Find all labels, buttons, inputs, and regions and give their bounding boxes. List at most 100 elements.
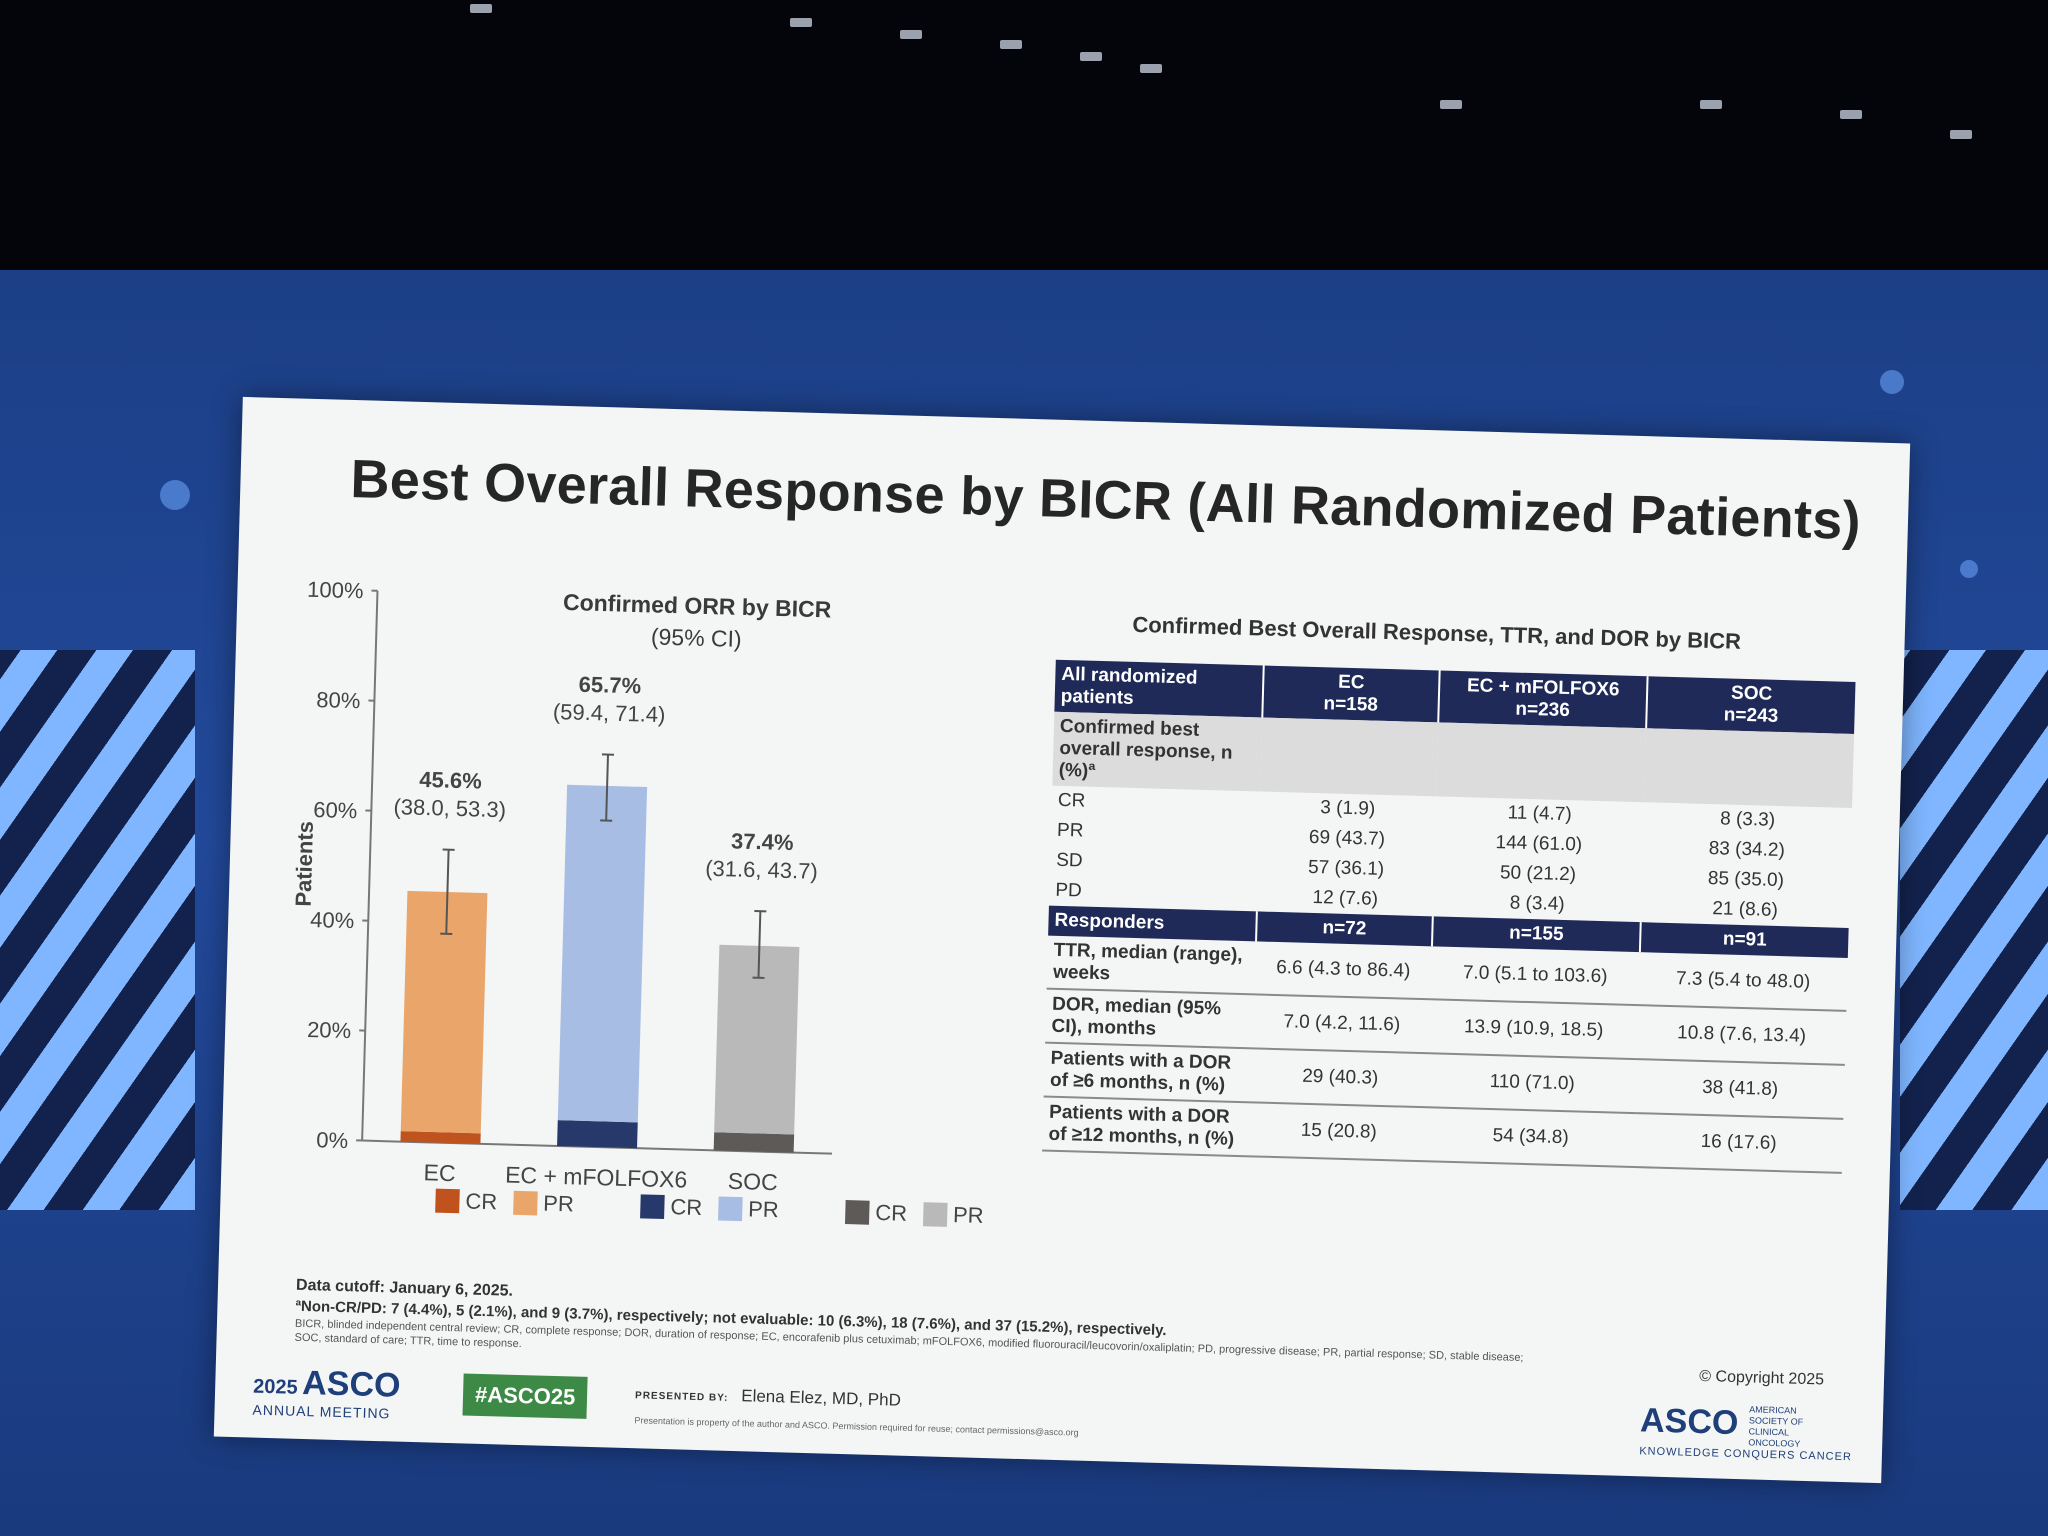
legend-ec-mfolfox6: CR PR <box>640 1193 795 1223</box>
presented-by-label: PRESENTED BY: <box>634 1390 729 1404</box>
orr-data-label: 37.4% <box>731 828 794 855</box>
legend-swatch-soc-cr <box>844 1200 870 1225</box>
legend-ec: CR PR <box>435 1188 590 1218</box>
table-cell: 6.6 (4.3 to 86.4) <box>1254 941 1432 1000</box>
bar-pr-1 <box>557 784 648 1123</box>
orr-data-label: 45.6% <box>419 767 482 794</box>
error-bar <box>445 849 450 934</box>
table-cell: 16 (17.6) <box>1633 1113 1844 1173</box>
x-category-label: EC + mFOLFOX6 <box>505 1162 688 1193</box>
ci-data-label: (31.6, 43.7) <box>705 856 818 884</box>
y-tick-label: 100% <box>307 577 364 604</box>
table-cell: 69 (43.7) <box>1308 826 1386 850</box>
legend-swatch-ecm-pr <box>717 1196 743 1222</box>
y-axis-label: Patients <box>291 821 318 907</box>
legend-swatch-ec-pr <box>512 1190 538 1216</box>
asco-logo: ASCO AMERICAN SOCIETY OF CLINICAL ONCOLO… <box>1639 1401 1853 1463</box>
legend-swatch-ec-cr <box>435 1188 460 1214</box>
row-label: Patients with a DOR of ≥12 months, n (%) <box>1042 1096 1252 1157</box>
y-axis-line <box>361 590 379 1141</box>
ceiling-light <box>1950 130 1972 139</box>
legend-label: PR <box>747 1196 780 1223</box>
asco-logo-subtitle: AMERICAN SOCIETY OF CLINICAL ONCOLOGY <box>1748 1404 1804 1449</box>
legend-label: CR <box>670 1194 703 1221</box>
orr-bar-chart: 0% 20% 40% 60% 80% 100% Patients 45.6%(38.0, 53… <box>291 577 832 1195</box>
row-label: TTR, median (range), weeks <box>1046 935 1257 995</box>
ceiling-light <box>1080 52 1102 61</box>
header-cell: n=72 <box>1256 911 1433 947</box>
table-cell: 7.0 (4.2, 11.6) <box>1253 994 1431 1054</box>
table-cell: 29 (40.3) <box>1251 1048 1429 1108</box>
slide-title: Best Overall Response by BICR (All Rando… <box>349 448 1862 552</box>
table-cell: 110 (71.0) <box>1427 1053 1637 1114</box>
header-cell: SOC n=243 <box>1646 676 1856 735</box>
header-cell: EC + mFOLFOX6 n=236 <box>1438 670 1648 729</box>
y-tick-label: 20% <box>307 1017 352 1043</box>
ceiling-light <box>1140 64 1162 73</box>
presentation-note: Presentation is property of the author a… <box>634 1415 1079 1438</box>
legend-label: CR <box>874 1199 908 1226</box>
table-cell: 10.8 (7.6, 13.4) <box>1636 1005 1847 1065</box>
bar-cr-0 <box>400 1131 481 1144</box>
bar-cr-1 <box>557 1120 638 1149</box>
asco-logo-text: ASCO <box>1639 1401 1739 1443</box>
hashtag-badge: #ASCO25 <box>462 1373 588 1419</box>
auditorium-ceiling <box>0 0 2048 280</box>
header-cell: EC n=158 <box>1262 665 1440 723</box>
legend-label: CR <box>465 1188 498 1215</box>
bar-pr-2 <box>714 944 800 1135</box>
y-tick-label: 60% <box>313 797 358 823</box>
error-bar <box>757 911 762 978</box>
legend-swatch-soc-pr <box>922 1202 948 1227</box>
presenter-block: PRESENTED BY: Elena Elez, MD, PhD Presen… <box>634 1383 1079 1437</box>
table-cell: 57 (36.1) <box>1307 856 1385 880</box>
ci-data-label: (59.4, 71.4) <box>553 699 666 727</box>
ceiling-light <box>790 18 812 27</box>
ceiling-light <box>1000 40 1022 49</box>
legend-soc: CR PR <box>844 1199 1000 1229</box>
meeting-name: ASCO <box>301 1363 402 1405</box>
table-cell: 38 (41.8) <box>1635 1059 1845 1119</box>
table-cell: 3 (1.9) <box>1320 797 1376 820</box>
orr-data-label: 65.7% <box>578 672 641 699</box>
row-label: DOR, median (95% CI), months <box>1045 988 1255 1049</box>
decorative-dot <box>160 480 190 510</box>
legend-swatch-ecm-cr <box>640 1194 665 1219</box>
bar-pr-0 <box>400 890 488 1134</box>
presentation-slide: Best Overall Response by BICR (All Rando… <box>213 396 1911 1484</box>
bar-cr-2 <box>713 1132 795 1153</box>
asco-annual-meeting-logo: 2025 ASCO ANNUAL MEETING <box>252 1363 401 1422</box>
y-tick-label: 0% <box>316 1127 348 1153</box>
ci-data-label: (38.0, 53.3) <box>393 794 506 822</box>
decorative-stripes-left <box>0 650 195 1210</box>
x-category-label: SOC <box>728 1168 779 1195</box>
ceiling-light <box>470 4 492 13</box>
table-cell: 54 (34.8) <box>1425 1107 1636 1168</box>
error-bar <box>605 754 610 821</box>
presenter-name: Elena Elez, MD, PhD <box>741 1386 902 1410</box>
table-cell: 12 (7.6) <box>1312 886 1379 910</box>
table-cell: 7.3 (5.4 to 48.0) <box>1638 952 1848 1011</box>
decorative-dot <box>1880 370 1904 394</box>
legend-label: PR <box>542 1190 575 1217</box>
y-tick-label: 40% <box>310 907 355 933</box>
table-cell: 13.9 (10.9, 18.5) <box>1428 999 1639 1060</box>
section-label: Confirmed best overall response, n (%)ª <box>1052 711 1263 792</box>
table-title: Confirmed Best Overall Response, TTR, an… <box>1132 611 1742 654</box>
table-cell: 7.0 (5.1 to 103.6) <box>1430 946 1640 1006</box>
table-cell: 15 (20.8) <box>1250 1102 1428 1162</box>
row-label: Patients with a DOR of ≥6 months, n (%) <box>1043 1042 1254 1103</box>
ceiling-light <box>900 30 922 39</box>
meeting-year: 2025 <box>252 1375 299 1399</box>
response-table: All randomized patients EC n=158 EC + mF… <box>1042 659 1856 1174</box>
decorative-dot <box>1960 560 1978 578</box>
meeting-sub: ANNUAL MEETING <box>252 1401 391 1422</box>
copyright-text: © Copyright 2025 <box>1699 1367 1825 1389</box>
ceiling-light <box>1440 100 1462 109</box>
y-tick-label: 80% <box>316 687 361 713</box>
legend-label: PR <box>952 1202 984 1228</box>
decorative-stripes-right <box>1900 650 2048 1210</box>
slide-footnotes: Data cutoff: January 6, 2025. ªNon-CR/PD… <box>294 1277 1695 1384</box>
header-cell: All randomized patients <box>1054 659 1264 718</box>
ceiling-light <box>1700 100 1722 109</box>
